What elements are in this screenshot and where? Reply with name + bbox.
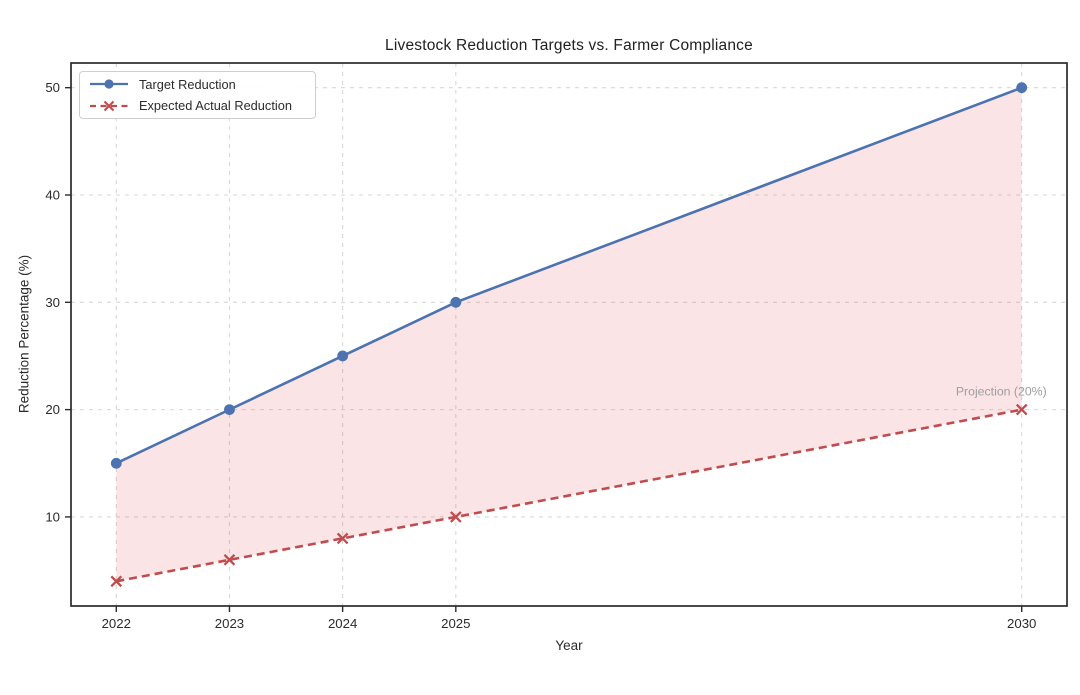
x-tick-label: 2023 [215,616,244,631]
target-marker [337,350,349,362]
projection-annotation: Projection (20%) [956,385,1047,399]
target-marker [110,457,122,469]
chart-title: Livestock Reduction Targets vs. Farmer C… [385,37,753,54]
x-axis-label: Year [555,638,583,653]
y-tick-label: 40 [45,187,60,202]
legend-sample-expected-line [90,100,128,111]
legend-item-expected: Expected Actual Reduction [87,97,315,115]
legend-item-target: Target Reduction [87,75,315,93]
x-tick-label: 2024 [328,616,357,631]
legend-label-target: Target Reduction [139,76,236,92]
y-tick-label: 30 [45,295,60,310]
expected-marker [110,575,123,588]
plot-border [70,62,1068,607]
expected-marker [223,554,236,566]
legend-label-expected: Expected Actual Reduction [139,98,292,114]
target-marker [1016,82,1028,94]
expected-marker [336,532,349,545]
legend-sample-target-line [90,79,128,89]
y-tick-label: 10 [45,509,60,524]
legend: Target Reduction Expected Actual Reducti… [79,71,316,119]
x-tick-label: 2025 [441,616,470,631]
expected-series-line [116,408,1022,583]
target-marker [224,404,235,416]
expected-marker [1015,403,1028,416]
x-tick-label: 2030 [1007,616,1036,631]
target-marker [450,296,462,308]
y-tick-label: 50 [45,80,60,95]
expected-marker [450,511,462,523]
y-axis-label: Reduction Percentage (%) [16,254,32,414]
fill-area [116,87,1022,582]
y-tick-label: 20 [45,402,60,417]
x-tick-label: 2022 [102,616,131,631]
